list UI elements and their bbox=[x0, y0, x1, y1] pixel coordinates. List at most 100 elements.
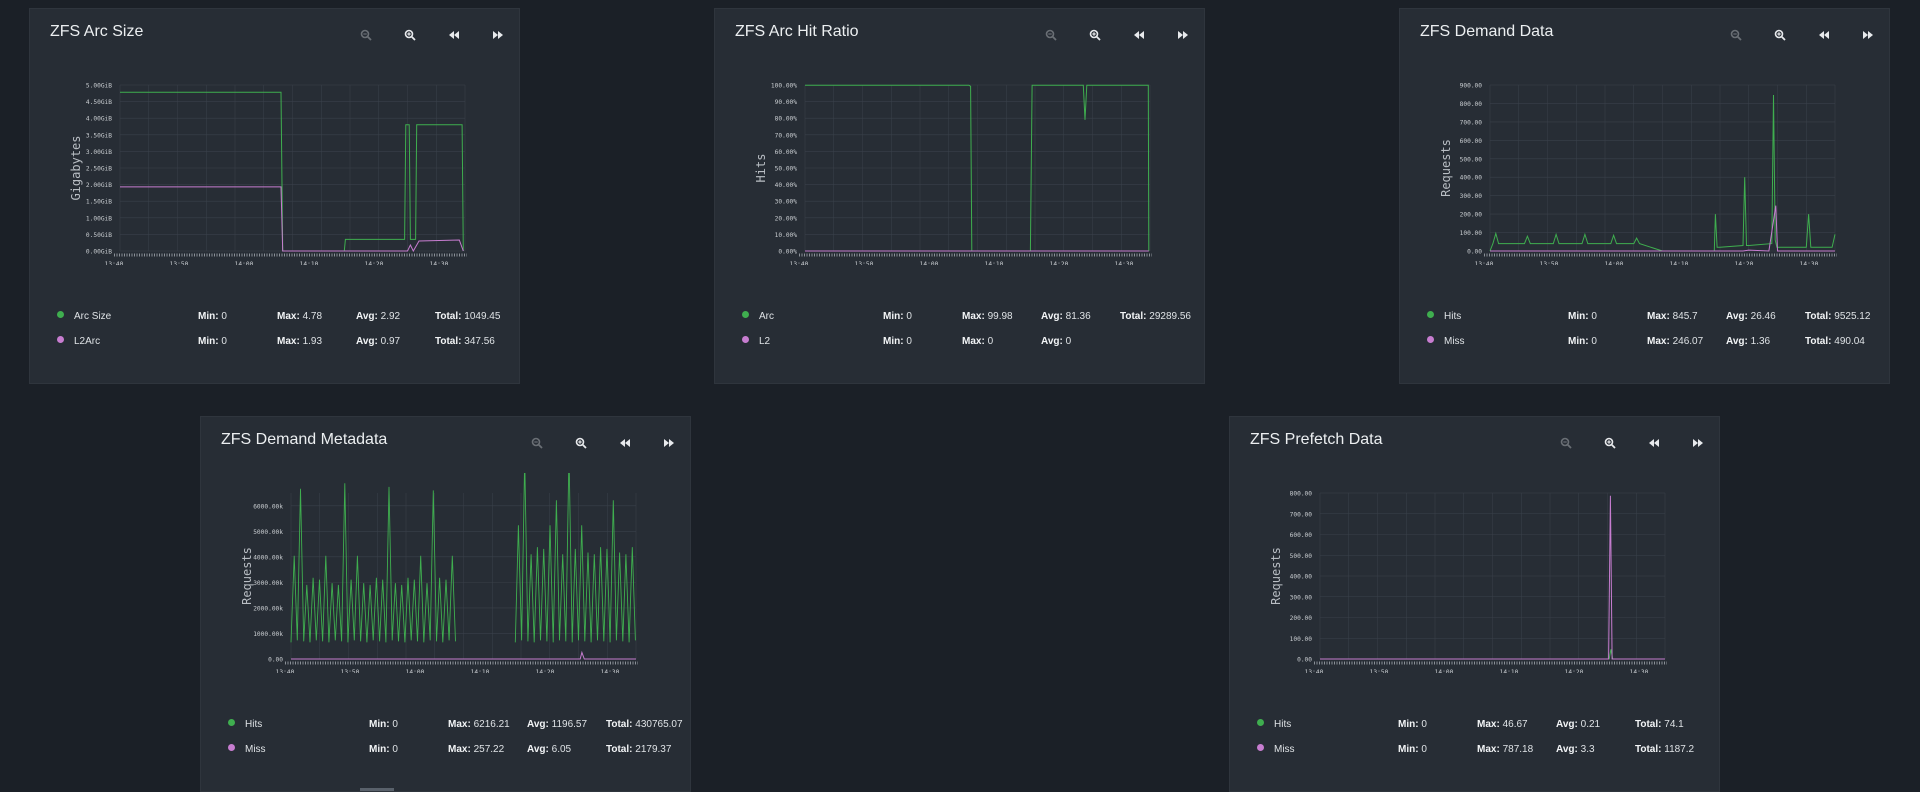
legend-series-name: Hits bbox=[245, 719, 263, 730]
zoom-out-button[interactable] bbox=[357, 26, 375, 44]
fast-forward-button[interactable] bbox=[1859, 26, 1877, 44]
legend-max: Max: 6216.21 bbox=[448, 719, 510, 730]
fast-forward-icon bbox=[1693, 439, 1703, 447]
y-tick-label: 900.00 bbox=[1460, 83, 1483, 90]
y-tick-label: 100.00 bbox=[1460, 230, 1483, 237]
rewind-button[interactable] bbox=[1130, 26, 1148, 44]
legend-max: Max: 46.67 bbox=[1477, 719, 1528, 730]
y-tick-label: 400.00 bbox=[1460, 175, 1483, 182]
legend-min: Min: 0 bbox=[198, 311, 227, 322]
x-tick-label: 14:00 bbox=[1605, 261, 1624, 265]
y-tick-label: 30.00% bbox=[775, 199, 798, 206]
x-tick-label: 14:10 bbox=[300, 261, 319, 265]
zoom-in-button[interactable] bbox=[572, 434, 590, 452]
y-tick-label: 600.00 bbox=[1290, 532, 1313, 539]
y-tick-label: 3.00GiB bbox=[86, 149, 112, 156]
legend-series-name: Hits bbox=[1274, 719, 1292, 730]
zoom-in-icon bbox=[1604, 437, 1616, 449]
legend-row[interactable]: Miss Min: 0 Max: 246.07 Avg: 1.36 Total: 490… bbox=[1427, 336, 1879, 361]
legend-max: Max: 0 bbox=[962, 336, 994, 347]
legend-row[interactable]: Hits Min: 0 Max: 46.67 Avg: 0.21 Total: 74.1 bbox=[1257, 719, 1709, 744]
zoom-out-button[interactable] bbox=[1557, 434, 1575, 452]
y-tick-label: 4.00GiB bbox=[86, 116, 112, 123]
y-tick-label: 1000.00k bbox=[253, 631, 283, 638]
chart-area[interactable]: 0.00% 10.00% 20.00% 30.00% 40.00% 50.00% 60.00… bbox=[735, 65, 1165, 270]
legend-row[interactable]: Hits Min: 0 Max: 6216.21 Avg: 1196.57 Total:… bbox=[228, 719, 683, 744]
legend-dot bbox=[57, 336, 64, 343]
rewind-button[interactable] bbox=[616, 434, 634, 452]
zoom-in-button[interactable] bbox=[1601, 434, 1619, 452]
legend-avg: Avg: 0 bbox=[1041, 336, 1072, 347]
zoom-out-button[interactable] bbox=[1042, 26, 1060, 44]
y-tick-label: 700.00 bbox=[1460, 119, 1483, 126]
legend-row[interactable]: Arc Size Min: 0 Max: 4.78 Avg: 2.92 Total: 1… bbox=[57, 311, 509, 336]
fast-forward-button[interactable] bbox=[1174, 26, 1192, 44]
zoom-out-icon bbox=[531, 437, 543, 449]
zoom-in-icon bbox=[404, 29, 416, 41]
rewind-button[interactable] bbox=[1815, 26, 1833, 44]
legend-row[interactable]: L2 Min: 0 Max: 0 Avg: 0 bbox=[742, 336, 1194, 361]
legend-total: Total: 1049.45 bbox=[435, 311, 501, 322]
zoom-in-icon bbox=[575, 437, 587, 449]
legend-row[interactable]: L2Arc Min: 0 Max: 1.93 Avg: 0.97 Total: 347.… bbox=[57, 336, 509, 361]
y-tick-label: 0.00 bbox=[1467, 249, 1482, 256]
legend-max: Max: 787.18 bbox=[1477, 744, 1534, 755]
rewind-button[interactable] bbox=[1645, 434, 1663, 452]
zoom-out-icon bbox=[360, 29, 372, 41]
chart-area[interactable]: 0.00 1000.00k 2000.00k 3000.00k 4000.00k 5000… bbox=[221, 452, 651, 678]
chart-toolbar bbox=[1042, 26, 1192, 44]
rewind-button[interactable] bbox=[445, 26, 463, 44]
legend-dot bbox=[742, 311, 749, 318]
x-tick-label: 14:30 bbox=[1115, 261, 1134, 265]
zoom-in-button[interactable] bbox=[1771, 26, 1789, 44]
series-line bbox=[120, 186, 464, 253]
legend-dot bbox=[57, 311, 64, 318]
x-tick-label: 14:00 bbox=[235, 261, 254, 265]
legend-row[interactable]: Hits Min: 0 Max: 845.7 Avg: 26.46 Total: 952… bbox=[1427, 311, 1879, 336]
legend-min: Min: 0 bbox=[369, 744, 398, 755]
panel-demand-metadata: ZFS Demand Metadata 0.00 1000.00k 2000.00k 3… bbox=[200, 416, 691, 792]
chart-area[interactable]: 0.00GiB 0.50GiB 1.00GiB 1.50GiB 2.00GiB 2.50G… bbox=[50, 65, 480, 270]
legend-total: Total: 29289.56 bbox=[1120, 311, 1191, 322]
fast-forward-button[interactable] bbox=[489, 26, 507, 44]
legend-min: Min: 0 bbox=[369, 719, 398, 730]
y-tick-label: 800.00 bbox=[1460, 101, 1483, 108]
legend-series-name: L2Arc bbox=[74, 336, 101, 347]
legend-min: Min: 0 bbox=[883, 311, 912, 322]
zoom-in-icon bbox=[1089, 29, 1101, 41]
fast-forward-button[interactable] bbox=[660, 434, 678, 452]
zoom-out-button[interactable] bbox=[528, 434, 546, 452]
rewind-icon bbox=[1134, 31, 1144, 39]
fast-forward-icon bbox=[493, 31, 503, 39]
chart-area[interactable]: 0.00 100.00 200.00 300.00 400.00 500.00 600.00… bbox=[1420, 65, 1850, 270]
legend-total: Total: 490.04 bbox=[1805, 336, 1865, 347]
y-tick-label: 500.00 bbox=[1290, 553, 1313, 560]
y-tick-label: 0.00GiB bbox=[86, 249, 112, 256]
y-tick-label: 70.00% bbox=[775, 132, 798, 139]
series-line bbox=[805, 84, 1150, 252]
chart-toolbar bbox=[1727, 26, 1877, 44]
y-axis-label: Requests bbox=[1439, 139, 1453, 197]
x-tick-label: 14:30 bbox=[601, 669, 620, 673]
legend-row[interactable]: Miss Min: 0 Max: 257.22 Avg: 6.05 Total: 217… bbox=[228, 744, 680, 769]
bottom-scroll-indicator[interactable] bbox=[360, 788, 394, 791]
y-tick-label: 100.00% bbox=[771, 83, 797, 90]
legend-row[interactable]: Arc Min: 0 Max: 99.98 Avg: 81.36 Total: 2928… bbox=[742, 311, 1194, 336]
x-tick-label: 13:50 bbox=[855, 261, 874, 265]
panel-title: ZFS Prefetch Data bbox=[1250, 431, 1383, 448]
y-tick-label: 500.00 bbox=[1460, 156, 1483, 163]
y-tick-label: 100.00 bbox=[1290, 636, 1313, 643]
zoom-in-button[interactable] bbox=[1086, 26, 1104, 44]
legend-series-name: L2 bbox=[759, 336, 771, 347]
fast-forward-icon bbox=[664, 439, 674, 447]
fast-forward-button[interactable] bbox=[1689, 434, 1707, 452]
zoom-in-button[interactable] bbox=[401, 26, 419, 44]
zoom-out-button[interactable] bbox=[1727, 26, 1745, 44]
legend-row[interactable]: Miss Min: 0 Max: 787.18 Avg: 3.3 Total: 1187… bbox=[1257, 744, 1709, 769]
chart-area[interactable]: 0.00 100.00 200.00 300.00 400.00 500.00 600.00… bbox=[1250, 473, 1680, 678]
y-tick-label: 2000.00k bbox=[253, 605, 283, 612]
y-tick-label: 200.00 bbox=[1290, 615, 1313, 622]
legend-avg: Avg: 26.46 bbox=[1726, 311, 1776, 322]
y-tick-label: 800.00 bbox=[1290, 491, 1313, 498]
y-tick-label: 300.00 bbox=[1460, 193, 1483, 200]
